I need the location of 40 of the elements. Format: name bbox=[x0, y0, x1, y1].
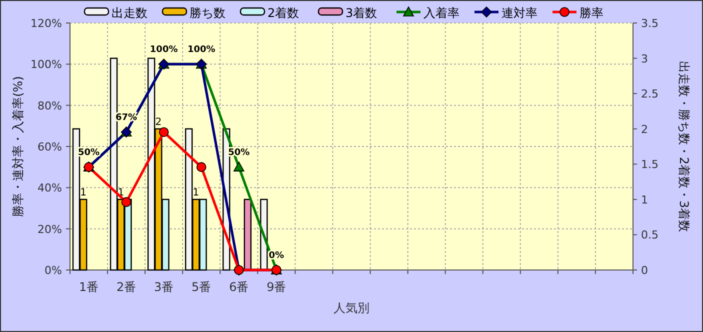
y-axis-title: 勝率・連対率・入着率(%) bbox=[11, 76, 25, 217]
y-tick-label: 80% bbox=[38, 99, 62, 112]
x-axis-title: 人気別 bbox=[334, 301, 370, 315]
x-tick-label: 6番 bbox=[229, 280, 249, 294]
point bbox=[158, 127, 169, 137]
x-tick-label: 1番 bbox=[78, 280, 99, 294]
point bbox=[234, 162, 244, 172]
y2-tick-label: 0 bbox=[641, 264, 648, 277]
y2-tick-label: 1 bbox=[641, 193, 648, 206]
legend-label: 勝ち数 bbox=[190, 6, 226, 20]
x-tick-label: 5番 bbox=[192, 280, 212, 294]
data-label: 100% bbox=[187, 45, 216, 56]
point bbox=[196, 162, 206, 172]
point bbox=[121, 197, 132, 207]
x-tick-label: 2番 bbox=[116, 280, 136, 294]
y-tick-label: 60% bbox=[38, 140, 62, 154]
y-tick-label: 120% bbox=[30, 17, 62, 30]
y2-tick-label: 3 bbox=[641, 52, 648, 66]
y-tick-label: 40% bbox=[38, 182, 62, 195]
legend-label: 勝率 bbox=[580, 6, 604, 20]
x-tick-label: 9番 bbox=[266, 280, 286, 294]
y2-tick-label: 2 bbox=[641, 122, 648, 136]
y-tick-label: 20% bbox=[38, 222, 62, 236]
legend-label: 出走数 bbox=[112, 6, 148, 20]
data-label: 1 bbox=[192, 187, 200, 198]
data-label: 2 bbox=[155, 116, 162, 128]
y2-tick-label: 1.5 bbox=[641, 158, 658, 172]
legend-label: 連対率 bbox=[502, 6, 538, 20]
x-tick-label: 3番 bbox=[154, 280, 174, 294]
legend-label: 2着数 bbox=[268, 6, 300, 20]
legend-label: 入着率 bbox=[424, 6, 460, 20]
data-label: 100% bbox=[150, 45, 178, 56]
y2-axis-title: 出走数・勝ち数・2着数・3着数 bbox=[677, 60, 691, 232]
y2-tick-label: 3.5 bbox=[641, 17, 658, 30]
y2-tick-label: 0.5 bbox=[641, 228, 658, 242]
y2-tick-label: 2.5 bbox=[641, 88, 658, 101]
y-tick-label: 0% bbox=[44, 264, 62, 277]
legend-label: 3着数 bbox=[346, 6, 378, 20]
y-tick-label: 100% bbox=[30, 58, 62, 72]
data-label: 1 bbox=[80, 187, 87, 198]
